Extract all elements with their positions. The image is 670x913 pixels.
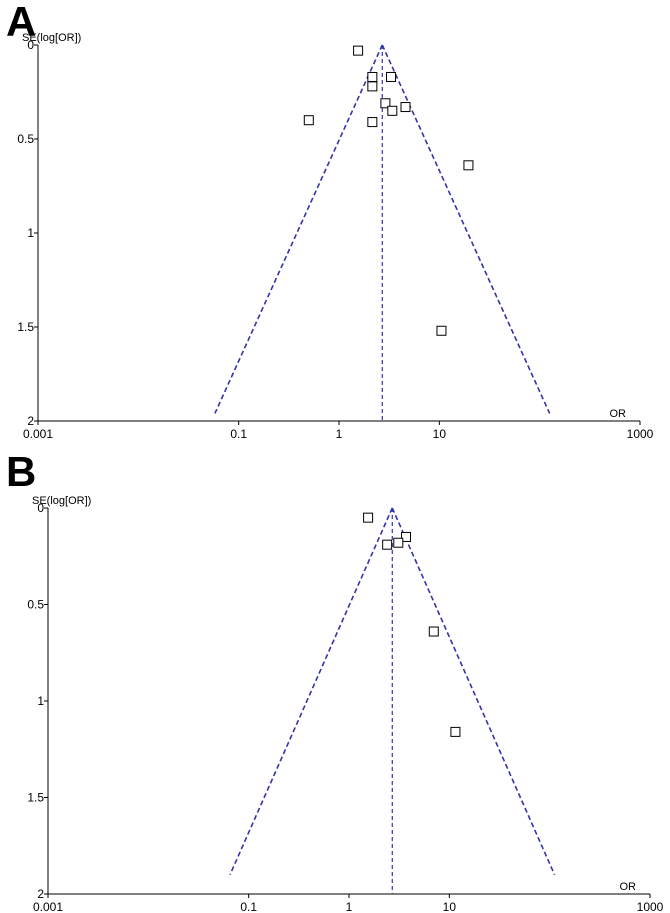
x-axis-title: OR — [620, 881, 637, 893]
study-point — [436, 325, 447, 336]
y-axis-title: SE(log[OR]) — [22, 32, 81, 44]
study-point — [382, 539, 393, 550]
x-tick-label: 10 — [433, 427, 447, 441]
study-point — [387, 105, 398, 116]
panel-label-b: B — [6, 448, 37, 495]
study-point — [428, 626, 439, 637]
x-tick-label: 0.001 — [23, 427, 53, 441]
funnel-plot-b: B 0 0.5 1 1.5 2 0.001 0.1 1 10 1000 SE(log[OR]) OR — [0, 448, 670, 913]
y-tick-label: 1 — [37, 694, 44, 708]
x-tick-label: 1000 — [637, 900, 664, 913]
study-point — [303, 115, 314, 126]
y-tick-label: 1 — [27, 226, 34, 240]
x-tick-label: 0.001 — [33, 900, 63, 913]
y-tick-label: 0 — [37, 501, 44, 515]
y-tick-label: 2 — [27, 414, 34, 428]
y-axis-title: SE(log[OR]) — [32, 495, 91, 507]
study-point — [386, 71, 397, 82]
study-point — [463, 160, 474, 171]
x-tick-label: 1 — [336, 427, 343, 441]
x-tick-label: 10 — [443, 900, 457, 913]
study-point — [393, 537, 404, 548]
y-tick-label: 0.5 — [27, 598, 44, 612]
study-point — [380, 98, 391, 109]
study-point — [363, 512, 374, 523]
study-point — [400, 102, 411, 113]
y-tick-label: 1.5 — [17, 320, 34, 334]
x-tick-label: 1000 — [627, 427, 654, 441]
y-tick-label: 1.5 — [27, 791, 44, 805]
study-point — [353, 45, 364, 56]
funnel-plot-a-svg: 0 0.5 1 1.5 20.001 0.1 1 10 1000 SE(log[OR]) OR — [17, 32, 654, 441]
funnel-right-limit — [391, 507, 556, 876]
x-tick-label: 1 — [346, 900, 353, 913]
x-tick-label: 0.1 — [240, 900, 257, 913]
funnel-plot-b-svg: 0 0.5 1 1.5 20.001 0.1 1 10 1000 SE(log[OR]) OR — [27, 495, 664, 913]
funnel-plot-a: A 0 0.5 1 1.5 2 0.001 0.1 1 10 1000 SE(log[OR]) OR — [0, 0, 670, 450]
panel-label-a: A — [6, 0, 37, 45]
study-point — [367, 81, 378, 92]
funnel-left-limit — [229, 507, 394, 876]
study-point — [401, 531, 412, 542]
funnel-right-limit — [381, 44, 551, 414]
y-tick-label: 2 — [37, 887, 44, 901]
funnel-left-limit — [214, 44, 384, 414]
y-tick-label: 0.5 — [17, 132, 34, 146]
x-axis-title: OR — [610, 408, 627, 420]
study-point — [367, 71, 378, 82]
study-point — [367, 117, 378, 128]
y-tick-label: 0 — [27, 38, 34, 52]
study-point — [450, 726, 461, 737]
x-tick-label: 0.1 — [230, 427, 247, 441]
